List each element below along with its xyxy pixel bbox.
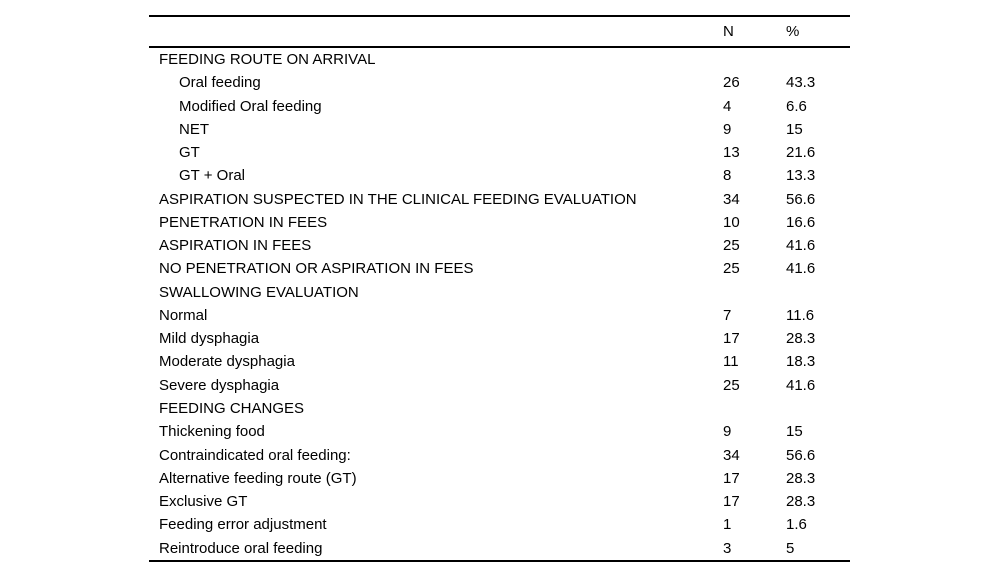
table-row: Mild dysphagia 17 28.3 xyxy=(149,327,850,350)
row-n-value: 34 xyxy=(723,190,740,208)
row-label: Modified Oral feeding xyxy=(179,97,322,115)
row-label: GT + Oral xyxy=(179,167,245,185)
row-n-value: 17 xyxy=(723,330,740,348)
column-header-pct: % xyxy=(786,22,800,40)
row-pct-value: 16.6 xyxy=(786,213,816,231)
row-label: Normal xyxy=(159,306,208,324)
row-pct-value: 6.6 xyxy=(786,97,807,115)
table-header-rule xyxy=(149,45,850,48)
row-pct-value: 41.6 xyxy=(786,237,816,255)
row-n-value: 7 xyxy=(723,306,732,324)
row-pct-value: 41.6 xyxy=(786,376,816,394)
row-n-value: 25 xyxy=(723,260,740,278)
table-row: Modified Oral feeding 4 6.6 xyxy=(149,95,850,118)
table-row: Thickening food 9 15 xyxy=(149,420,850,443)
row-n-value: 10 xyxy=(723,213,740,231)
table-row: Reintroduce oral feeding 3 5 xyxy=(149,537,850,560)
row-label: PENETRATION IN FEES xyxy=(159,213,328,231)
table-bottom-rule xyxy=(149,559,850,563)
table-row: Alternative feeding route (GT) 17 28.3 xyxy=(149,467,850,490)
row-label: Mild dysphagia xyxy=(159,330,260,348)
row-pct-value: 15 xyxy=(786,423,803,441)
row-pct-value: 5 xyxy=(786,539,795,557)
row-n-value: 25 xyxy=(723,376,740,394)
row-n-value: 17 xyxy=(723,493,740,511)
row-pct-value: 13.3 xyxy=(786,167,816,185)
row-pct-value: 1.6 xyxy=(786,516,807,534)
table-row: GT + Oral 8 13.3 xyxy=(149,164,850,187)
row-label: ASPIRATION IN FEES xyxy=(159,237,312,255)
row-n-value: 26 xyxy=(723,74,740,92)
row-pct-value: 28.3 xyxy=(786,493,816,511)
row-n-value: 8 xyxy=(723,167,732,185)
row-label: Exclusive GT xyxy=(159,493,248,511)
column-header-n: N xyxy=(723,22,734,40)
table-row: Severe dysphagia 25 41.6 xyxy=(149,374,850,397)
row-label: Severe dysphagia xyxy=(159,376,280,394)
row-pct-value: 28.3 xyxy=(786,469,816,487)
row-pct-value: 11.6 xyxy=(786,306,815,324)
table-top-rule xyxy=(149,15,850,17)
row-pct-value: 56.6 xyxy=(786,190,816,208)
table-row: ASPIRATION SUSPECTED IN THE CLINICAL FEE… xyxy=(149,188,850,211)
table-row: SWALLOWING EVALUATION xyxy=(149,281,850,304)
row-n-value: 34 xyxy=(723,446,740,464)
row-pct-value: 28.3 xyxy=(786,330,816,348)
table-row: Normal 7 11.6 xyxy=(149,304,850,327)
row-n-value: 3 xyxy=(723,539,732,557)
row-n-value: 1 xyxy=(723,516,732,534)
row-label: Feeding error adjustment xyxy=(159,516,327,534)
table-row: Contraindicated oral feeding: 34 56.6 xyxy=(149,444,850,467)
table-row: FEEDING CHANGES xyxy=(149,397,850,420)
row-label: NO PENETRATION OR ASPIRATION IN FEES xyxy=(159,260,474,278)
table-row: Feeding error adjustment 1 1.6 xyxy=(149,513,850,536)
row-pct-value: 41.6 xyxy=(786,260,816,278)
statistics-table: N % FEEDING ROUTE ON ARRIVAL Oral feeding… xyxy=(149,15,850,563)
row-label: Thickening food xyxy=(159,423,265,441)
row-n-value: 4 xyxy=(723,97,732,115)
row-n-value: 13 xyxy=(723,144,740,162)
row-n-value: 9 xyxy=(723,423,732,441)
row-label: Oral feeding xyxy=(179,74,261,92)
row-pct-value: 18.3 xyxy=(786,353,816,371)
row-label: GT xyxy=(179,144,200,162)
row-pct-value: 56.6 xyxy=(786,446,816,464)
row-n-value: 25 xyxy=(723,237,740,255)
row-label: Moderate dysphagia xyxy=(159,353,295,371)
table-body: FEEDING ROUTE ON ARRIVAL Oral feeding 26 43… xyxy=(149,48,850,560)
table-row: Moderate dysphagia 11 18.3 xyxy=(149,350,850,373)
table-row: ASPIRATION IN FEES 25 41.6 xyxy=(149,234,850,257)
row-label: FEEDING ROUTE ON ARRIVAL xyxy=(159,51,376,68)
row-label: Reintroduce oral feeding xyxy=(159,539,323,557)
row-label: SWALLOWING EVALUATION xyxy=(159,283,359,301)
row-pct-value: 21.6 xyxy=(786,144,816,162)
table-row: NO PENETRATION OR ASPIRATION IN FEES 25 41… xyxy=(149,257,850,280)
row-label: ASPIRATION SUSPECTED IN THE CLINICAL FEE… xyxy=(159,190,637,208)
table-row: Oral feeding 26 43.3 xyxy=(149,71,850,94)
row-pct-value: 43.3 xyxy=(786,74,816,92)
row-label: NET xyxy=(179,120,209,138)
row-label: Alternative feeding route (GT) xyxy=(159,469,357,487)
row-pct-value: 15 xyxy=(786,120,803,138)
row-n-value: 17 xyxy=(723,469,740,487)
row-n-value: 9 xyxy=(723,120,732,138)
table-row: Exclusive GT 17 28.3 xyxy=(149,490,850,513)
row-label: FEEDING CHANGES xyxy=(159,399,305,417)
table-header-row: N % xyxy=(149,17,850,46)
table-row: PENETRATION IN FEES 10 16.6 xyxy=(149,211,850,234)
table-row: FEEDING ROUTE ON ARRIVAL xyxy=(149,48,850,71)
table-row: GT 13 21.6 xyxy=(149,141,850,164)
table-row: NET 9 15 xyxy=(149,118,850,141)
row-n-value: 11 xyxy=(723,353,739,371)
row-label: Contraindicated oral feeding: xyxy=(159,446,351,464)
